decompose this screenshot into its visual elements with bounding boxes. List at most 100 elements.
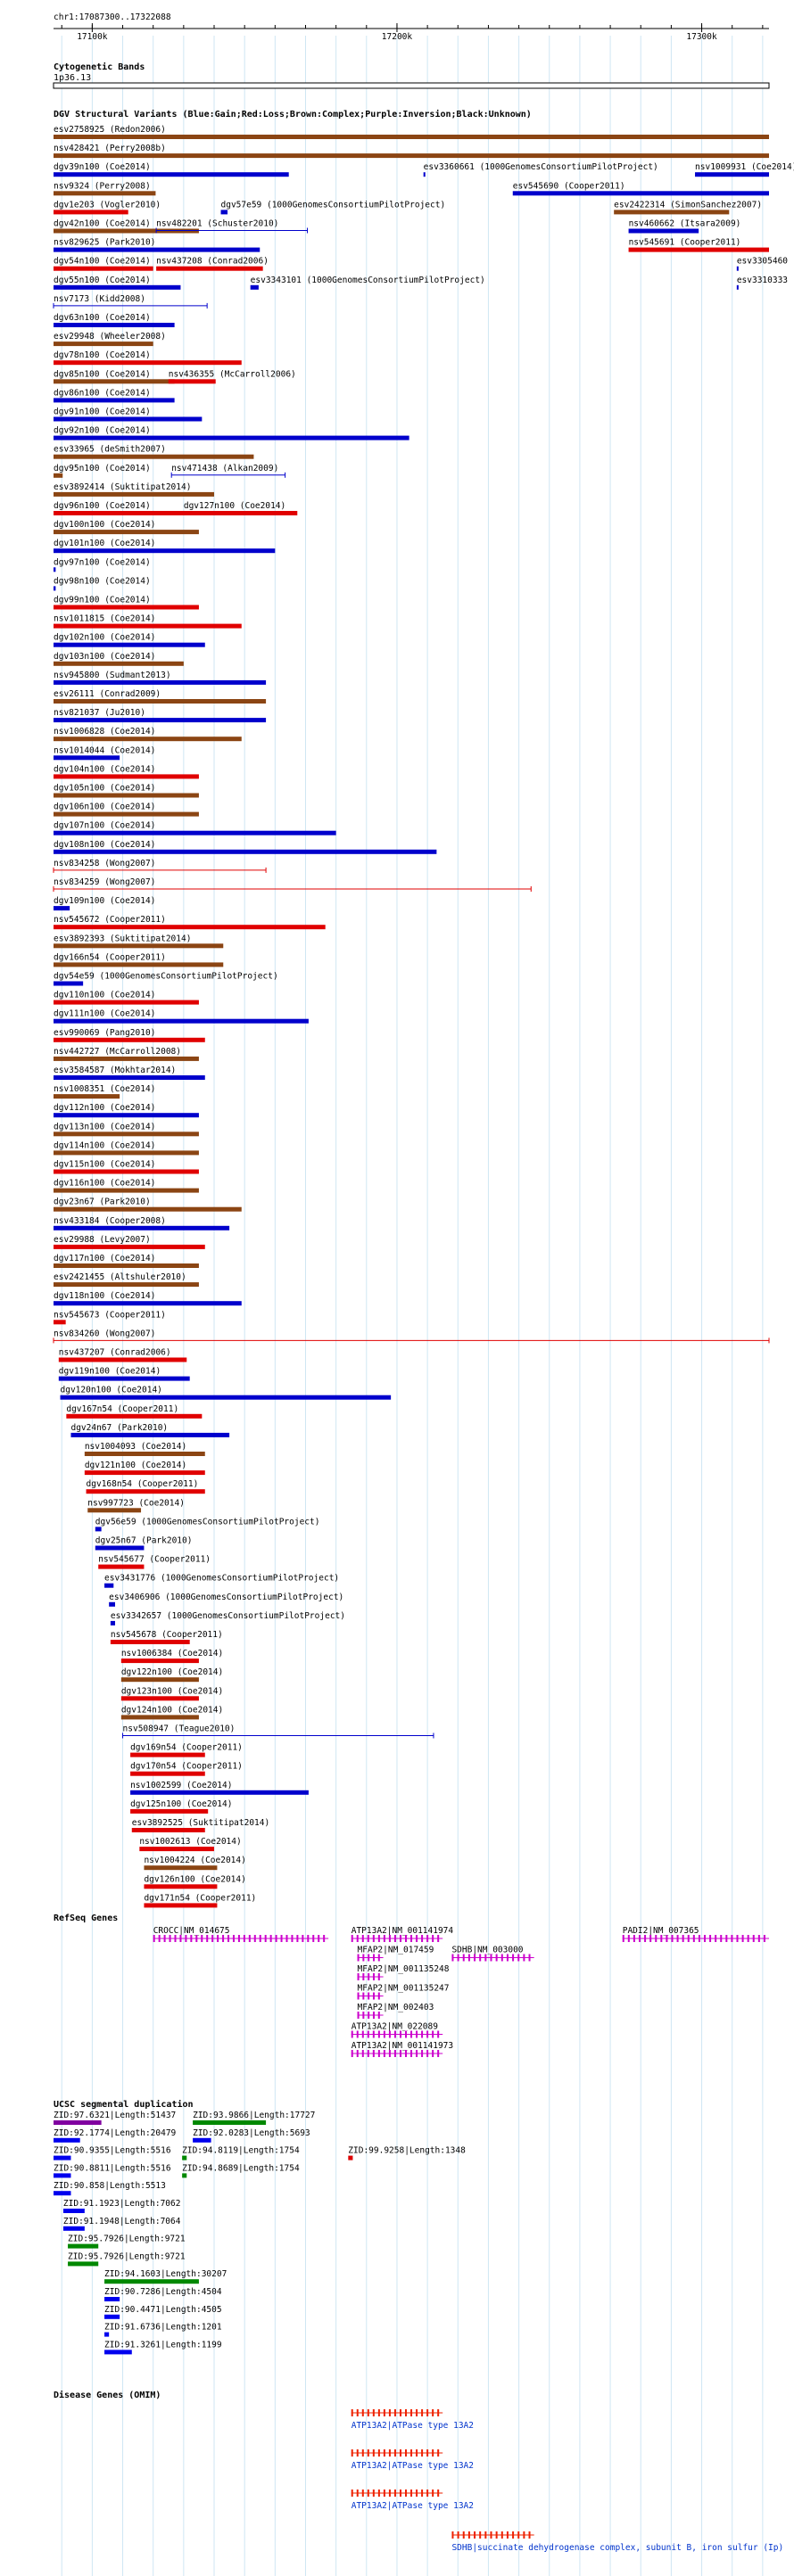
dgv-variant-bar[interactable] (144, 1884, 218, 1889)
refseq-exon[interactable] (399, 1935, 401, 1942)
dgv-variant-bar[interactable] (54, 586, 56, 591)
refseq-exon[interactable] (405, 2030, 408, 2038)
omim-exon[interactable] (416, 2490, 418, 2497)
refseq-exon[interactable] (222, 1935, 225, 1942)
refseq-exon[interactable] (296, 1935, 299, 1942)
refseq-exon[interactable] (217, 1935, 219, 1942)
dgv-variant-bar[interactable] (54, 491, 215, 497)
omim-exon[interactable] (457, 2531, 459, 2539)
dgv-variant-bar[interactable] (120, 1658, 199, 1664)
dgv-variant-bar[interactable] (54, 661, 184, 666)
refseq-exon[interactable] (174, 1935, 177, 1942)
omim-exon[interactable] (517, 2531, 520, 2539)
omim-exon[interactable] (393, 2449, 396, 2457)
omim-exon[interactable] (388, 2449, 391, 2457)
omim-exon[interactable] (388, 2490, 391, 2497)
omim-exon[interactable] (367, 2449, 369, 2457)
refseq-exon[interactable] (432, 2030, 434, 2038)
dgv-variant-bar[interactable] (95, 1527, 102, 1532)
refseq-exon[interactable] (410, 2050, 413, 2057)
dgv-variant-bar[interactable] (54, 1282, 199, 1288)
refseq-exon[interactable] (356, 2050, 359, 2057)
refseq-exon[interactable] (179, 1935, 182, 1942)
dgv-variant-bar[interactable] (130, 1752, 205, 1757)
segdup-bar[interactable] (193, 2120, 267, 2125)
refseq-exon[interactable] (356, 1935, 359, 1942)
dgv-variant-bar[interactable] (54, 1188, 199, 1193)
refseq-exon[interactable] (361, 2050, 364, 2057)
refseq-exon[interactable] (416, 2050, 418, 2057)
dgv-variant-bar[interactable] (54, 473, 63, 478)
refseq-exon[interactable] (377, 1954, 380, 1962)
refseq-exon[interactable] (416, 2030, 418, 2038)
refseq-exon[interactable] (709, 1935, 712, 1942)
refseq-exon[interactable] (362, 2012, 365, 2019)
omim-exon[interactable] (367, 2409, 369, 2416)
dgv-variant-bar[interactable] (54, 135, 769, 139)
refseq-exon[interactable] (351, 1935, 353, 1942)
dgv-variant-bar[interactable] (54, 1263, 199, 1268)
dgv-variant-bar[interactable] (54, 191, 156, 196)
refseq-exon[interactable] (731, 1935, 733, 1942)
refseq-exon[interactable] (421, 2050, 424, 2057)
segdup-bar[interactable] (54, 2137, 80, 2143)
omim-exon[interactable] (361, 2409, 364, 2416)
dgv-variant-bar[interactable] (54, 849, 437, 854)
refseq-exon[interactable] (280, 1935, 283, 1942)
dgv-variant-bar[interactable] (54, 1225, 230, 1230)
refseq-exon[interactable] (432, 2050, 434, 2057)
dgv-variant-bar[interactable] (109, 1601, 116, 1607)
dgv-variant-bar[interactable] (58, 1376, 190, 1381)
segdup-bar[interactable] (193, 2137, 211, 2143)
refseq-exon[interactable] (185, 1935, 187, 1942)
omim-exon[interactable] (490, 2531, 492, 2539)
refseq-exon[interactable] (190, 1935, 193, 1942)
dgv-variant-bar[interactable] (54, 1000, 199, 1005)
omim-exon[interactable] (426, 2449, 429, 2457)
dgv-variant-bar[interactable] (66, 1413, 203, 1419)
dgv-variant-bar[interactable] (54, 679, 267, 685)
dgv-variant-bar[interactable] (130, 1771, 205, 1776)
refseq-exon[interactable] (368, 1992, 370, 2000)
omim-exon[interactable] (405, 2490, 408, 2497)
dgv-variant-bar[interactable] (54, 1056, 199, 1061)
dgv-variant-bar[interactable] (54, 172, 289, 177)
omim-exon[interactable] (523, 2531, 525, 2539)
segdup-bar[interactable] (54, 2191, 71, 2196)
omim-exon[interactable] (421, 2409, 424, 2416)
refseq-exon[interactable] (237, 1935, 240, 1942)
dgv-variant-bar[interactable] (54, 962, 224, 967)
dgv-variant-bar[interactable] (54, 925, 326, 930)
omim-exon[interactable] (351, 2449, 353, 2457)
dgv-variant-bar[interactable] (54, 398, 175, 403)
refseq-exon[interactable] (362, 1973, 365, 1980)
refseq-exon[interactable] (377, 1973, 380, 1980)
dgv-variant-bar[interactable] (54, 379, 175, 384)
dgv-variant-bar[interactable] (512, 191, 769, 196)
dgv-variant-bar[interactable] (423, 172, 426, 177)
refseq-exon[interactable] (357, 2012, 360, 2019)
refseq-exon[interactable] (474, 1954, 476, 1962)
segdup-bar[interactable] (54, 2120, 102, 2125)
refseq-exon[interactable] (368, 1954, 370, 1962)
refseq-exon[interactable] (747, 1935, 749, 1942)
refseq-exon[interactable] (372, 1935, 375, 1942)
refseq-exon[interactable] (383, 2030, 385, 2038)
dgv-variant-bar[interactable] (60, 1395, 392, 1400)
omim-exon[interactable] (432, 2490, 434, 2497)
refseq-exon[interactable] (372, 1992, 375, 2000)
dgv-variant-bar[interactable] (736, 284, 739, 290)
dgv-variant-bar[interactable] (84, 1470, 205, 1476)
refseq-exon[interactable] (416, 1935, 418, 1942)
omim-exon[interactable] (495, 2531, 498, 2539)
refseq-exon[interactable] (660, 1935, 663, 1942)
refseq-exon[interactable] (432, 1935, 434, 1942)
refseq-exon[interactable] (451, 1954, 454, 1962)
refseq-exon[interactable] (377, 1935, 380, 1942)
refseq-exon[interactable] (361, 1935, 364, 1942)
refseq-exon[interactable] (698, 1935, 700, 1942)
refseq-exon[interactable] (201, 1935, 203, 1942)
refseq-exon[interactable] (383, 2050, 385, 2057)
refseq-exon[interactable] (410, 2030, 413, 2038)
refseq-exon[interactable] (259, 1935, 261, 1942)
